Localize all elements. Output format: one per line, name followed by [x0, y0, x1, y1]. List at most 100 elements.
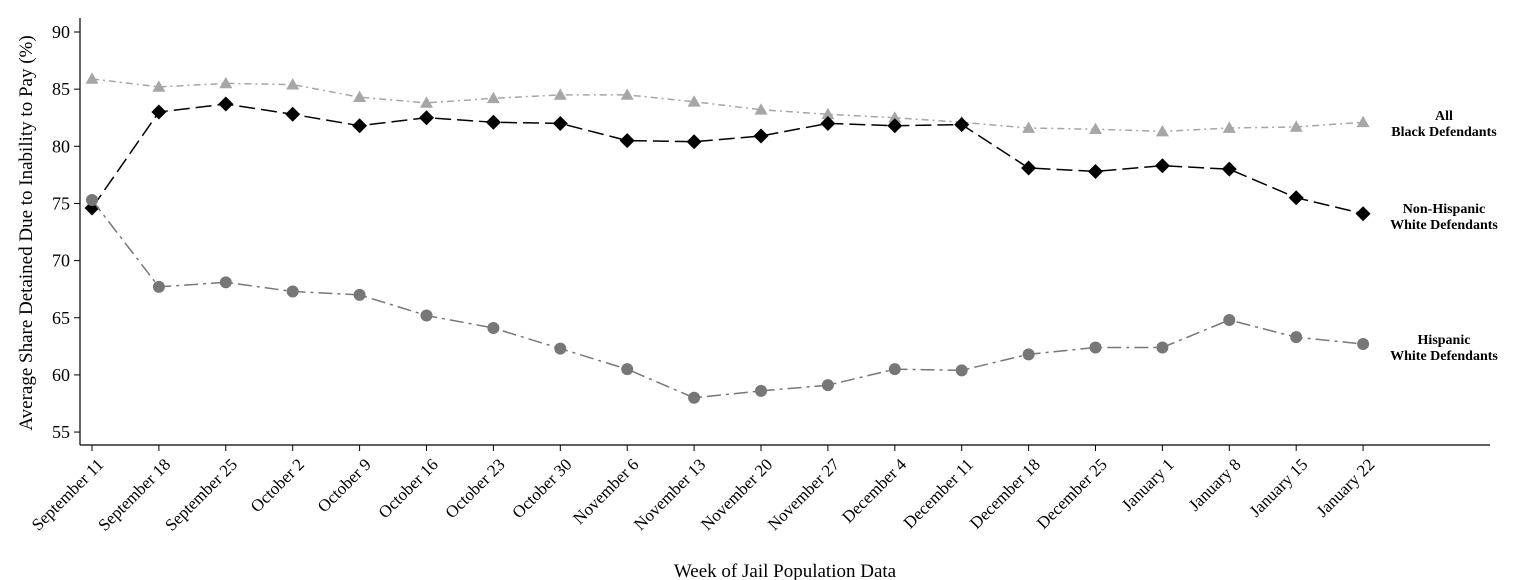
data-point [420, 96, 433, 108]
data-point [686, 134, 702, 150]
data-point [755, 384, 767, 397]
series-label-line: White Defendants [1390, 349, 1498, 364]
series-2 [84, 96, 1371, 222]
data-point [419, 110, 434, 126]
data-point [620, 88, 634, 100]
data-point [821, 107, 835, 120]
data-point [286, 285, 299, 298]
series-label-line: Non-Hispanic [1403, 202, 1485, 217]
series-3 [86, 194, 1370, 404]
y-tick-label: 80 [52, 136, 70, 156]
data-point [888, 363, 901, 376]
data-point [1022, 121, 1036, 133]
x-tick-label: November 27 [764, 455, 844, 535]
series-lines [84, 72, 1371, 404]
data-point [1021, 160, 1037, 176]
data-point [619, 133, 635, 149]
data-point [1088, 163, 1103, 179]
data-point [352, 118, 368, 134]
data-point [688, 391, 701, 404]
data-point [1156, 341, 1169, 354]
data-point [820, 115, 836, 131]
data-point [1155, 124, 1169, 137]
data-point [954, 117, 970, 133]
series-label-line: All [1435, 109, 1453, 124]
x-tick-label: October 23 [442, 455, 509, 522]
x-tick-label: January 1 [1118, 455, 1178, 515]
y-tick-label: 75 [52, 193, 70, 213]
y-axis-title: Average Share Detained Due to Inability … [16, 35, 37, 430]
series-label-line: Black Defendants [1391, 125, 1497, 140]
data-point [152, 80, 166, 92]
series-label-line: White Defendants [1390, 218, 1498, 233]
data-point [151, 104, 167, 120]
y-axis-ticks: 55 60 65 70 75 80 85 90 [52, 22, 80, 442]
data-point [285, 106, 301, 122]
data-point [219, 276, 232, 289]
series-label: Hispanic White Defendants [1390, 333, 1498, 364]
data-point [353, 288, 366, 301]
data-point [86, 194, 98, 207]
data-point [1356, 115, 1370, 128]
data-point [1290, 331, 1303, 344]
x-tick-label: December 11 [900, 455, 977, 532]
x-tick-label: January 15 [1246, 455, 1312, 521]
data-point [1022, 348, 1035, 361]
data-point [621, 363, 634, 376]
x-tick-label: December 25 [1033, 455, 1111, 533]
y-tick-label: 85 [52, 79, 70, 99]
data-point [286, 78, 300, 90]
data-point [1154, 158, 1170, 174]
series-1 [85, 72, 1370, 137]
data-point [1289, 120, 1303, 132]
data-point [420, 309, 433, 322]
data-point [85, 72, 99, 84]
data-point [486, 91, 500, 104]
y-tick-label: 70 [52, 251, 70, 271]
series-label: Non-Hispanic White Defendants [1390, 202, 1498, 233]
data-point [754, 103, 768, 115]
series-line [91, 199, 1364, 399]
data-point [1223, 314, 1236, 327]
data-point [1089, 122, 1102, 135]
x-tick-label: January 8 [1185, 455, 1245, 515]
data-point [753, 128, 769, 144]
series-line [91, 78, 1364, 133]
x-tick-label: September 25 [161, 455, 241, 535]
x-axis-title: Week of Jail Population Data [674, 561, 897, 580]
data-point [1355, 206, 1371, 222]
data-point [955, 364, 968, 377]
data-point [219, 76, 233, 89]
data-point [487, 322, 500, 335]
data-point [887, 118, 903, 134]
y-tick-label: 60 [52, 365, 70, 385]
data-point [821, 379, 834, 392]
data-point [687, 95, 701, 107]
data-point [1089, 341, 1102, 354]
series-label-line: Hispanic [1418, 333, 1471, 348]
series-line [91, 103, 1364, 215]
x-tick-label: October 16 [375, 455, 442, 522]
data-point [1357, 338, 1370, 351]
data-point [553, 88, 567, 100]
data-point [218, 96, 234, 112]
data-point [888, 111, 902, 123]
data-point [1222, 121, 1236, 133]
y-tick-label: 55 [52, 422, 70, 442]
x-tick-label: October 2 [247, 455, 308, 516]
x-tick-label: October 9 [314, 455, 375, 516]
x-tick-label: January 22 [1313, 455, 1379, 521]
data-point [485, 114, 501, 130]
data-point [1288, 190, 1304, 206]
x-tick-label: December 18 [966, 455, 1044, 533]
x-tick-label: November 6 [569, 455, 642, 528]
data-point [152, 280, 165, 293]
x-tick-label: October 30 [508, 455, 575, 522]
series-label: All Black Defendants [1391, 109, 1497, 140]
data-point [1221, 161, 1237, 177]
data-point [353, 90, 367, 103]
x-tick-label: December 4 [838, 455, 910, 527]
